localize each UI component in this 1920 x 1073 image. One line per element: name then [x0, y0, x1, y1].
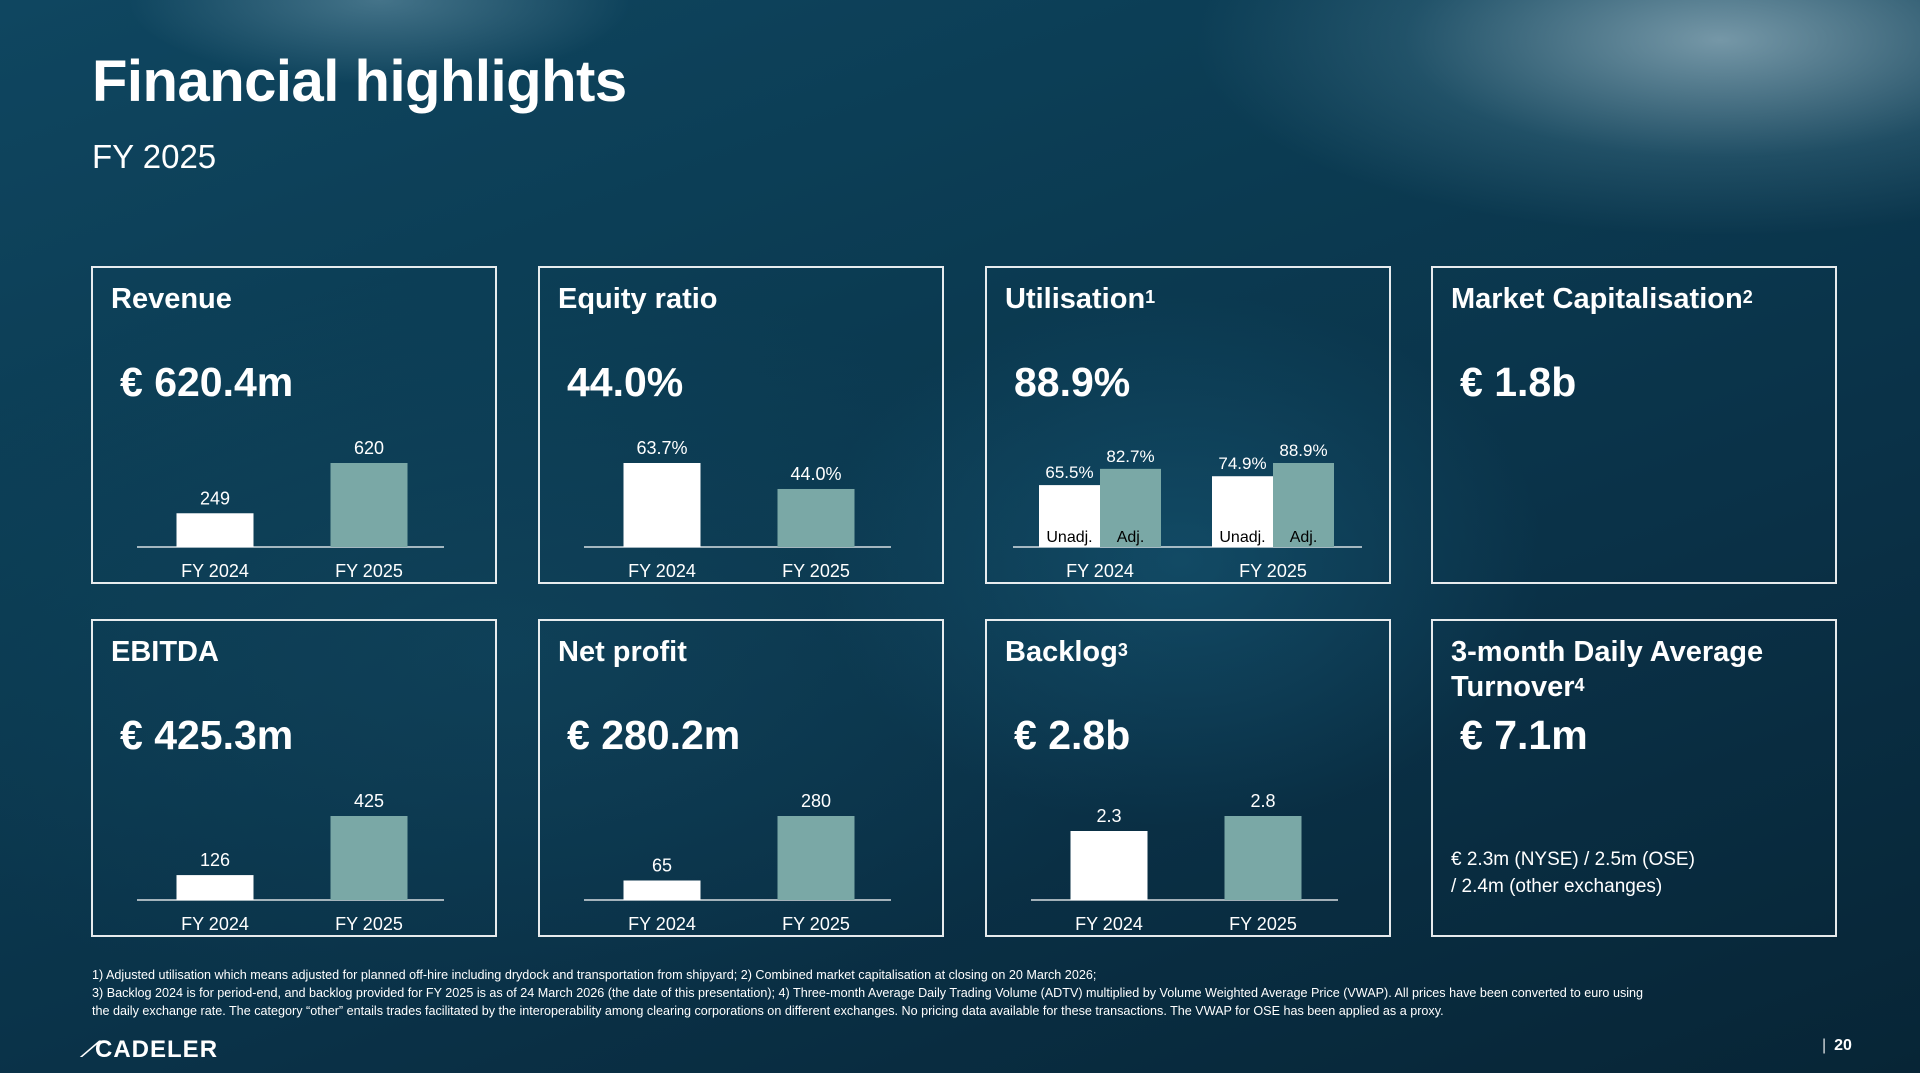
x-tick-label: FY 2025: [1239, 561, 1307, 581]
footnotes: 1) Adjusted utilisation which means adju…: [92, 966, 1812, 1020]
data-label: 2.3: [1096, 806, 1121, 826]
data-label: 425: [354, 791, 384, 811]
footnote-line: 1) Adjusted utilisation which means adju…: [92, 968, 1097, 982]
page-number-text: 20: [1834, 1037, 1852, 1054]
logo-text: CADELER: [95, 1036, 219, 1063]
bar-fy-2025: [330, 816, 408, 900]
x-tick-label: FY 2025: [1229, 914, 1297, 934]
card-ebitda: EBITDA € 425.3m 126 FY 2024 425 FY 2025: [91, 619, 497, 937]
data-label: 82.7%: [1106, 447, 1154, 466]
x-tick-label: FY 2025: [782, 561, 850, 581]
x-tick-label: FY 2024: [181, 561, 249, 581]
data-label: 280: [801, 791, 831, 811]
series-label: Unadj.: [1219, 529, 1265, 546]
card-value: € 425.3m: [120, 712, 294, 758]
card-value: € 2.8b: [1014, 712, 1131, 758]
bar-fy-2025: [777, 488, 855, 547]
x-tick-label: FY 2024: [628, 914, 696, 934]
card-value: € 280.2m: [567, 712, 741, 758]
turnover-breakdown-line: € 2.3m (NYSE) / 2.5m (OSE): [1451, 849, 1695, 870]
card-title-text: Utilisation: [1005, 283, 1146, 315]
ebitda-chart: 126 FY 2024 425 FY 2025: [137, 791, 444, 934]
page-title: Financial highlights: [92, 49, 627, 114]
x-tick-label: FY 2025: [335, 914, 403, 934]
series-label: Adj.: [1290, 529, 1318, 546]
bar-unadj-fy-2025: [1212, 476, 1273, 547]
data-label: 620: [354, 438, 384, 458]
data-label: 74.9%: [1218, 454, 1266, 473]
bar-fy-2024: [623, 463, 701, 547]
card-value: 44.0%: [567, 359, 684, 405]
card-backlog: Backlog3 € 2.8b 2.3 FY 2024 2.8 FY 2025: [985, 619, 1391, 937]
card-title: EBITDA: [111, 636, 219, 668]
data-label: 126: [200, 850, 230, 870]
card-title: Market Capitalisation2: [1451, 282, 1753, 317]
footnote-line: 3) Backlog 2024 is for period-end, and b…: [92, 986, 1644, 1000]
card-title: Backlog3: [1005, 635, 1128, 670]
page-number: | 20: [1822, 1037, 1852, 1055]
net-profit-chart: 65 FY 2024 280 FY 2025: [584, 791, 891, 934]
card-value: € 620.4m: [120, 359, 294, 405]
bar-adj-fy-2024: [1100, 468, 1161, 547]
bar-fy-2025: [1224, 816, 1302, 900]
company-logo: ⁄CADELER: [81, 1036, 219, 1064]
data-label: 63.7%: [636, 438, 687, 458]
card-title-text: Backlog: [1005, 636, 1118, 668]
card-title-line: Turnover4: [1451, 670, 1763, 705]
card-revenue: Revenue € 620.4m 249 FY 2024 620 FY 2025: [91, 266, 497, 584]
footnote-line: the daily exchange rate. The category “o…: [92, 1004, 1444, 1018]
bar-fy-2024: [176, 513, 254, 547]
footnote-ref: 3: [1117, 640, 1128, 660]
revenue-chart: 249 FY 2024 620 FY 2025: [137, 438, 444, 581]
card-title: Utilisation1: [1005, 282, 1155, 317]
card-daily-average-turnover: 3-month Daily Average Turnover4 € 7.1m €…: [1431, 619, 1837, 937]
bar-fy-2025: [330, 463, 408, 547]
card-title-text: Turnover: [1451, 671, 1575, 703]
x-tick-label: FY 2025: [782, 914, 850, 934]
turnover-breakdown: € 2.3m (NYSE) / 2.5m (OSE) / 2.4m (other…: [1451, 846, 1751, 900]
data-label: 2.8: [1250, 791, 1275, 811]
footnote-ref: 1: [1145, 287, 1156, 307]
bar-fy-2024: [1070, 831, 1148, 900]
card-title: Revenue: [111, 283, 232, 315]
data-label: 65: [652, 856, 672, 876]
turnover-breakdown-line: / 2.4m (other exchanges): [1451, 876, 1663, 897]
bar-fy-2025: [777, 816, 855, 900]
bar-fy-2024: [623, 880, 701, 900]
data-label: 65.5%: [1045, 463, 1093, 482]
card-title-line: 3-month Daily Average: [1451, 636, 1764, 668]
card-utilisation: Utilisation1 88.9% 65.5% Unadj. 82.7% Adj. F…: [985, 266, 1391, 584]
separator: |: [1822, 1037, 1827, 1054]
data-label: 88.9%: [1279, 441, 1327, 460]
series-label: Adj.: [1117, 529, 1145, 546]
x-tick-label: FY 2025: [335, 561, 403, 581]
card-value: 88.9%: [1014, 359, 1131, 405]
bar-adj-fy-2025: [1273, 463, 1334, 547]
x-tick-label: FY 2024: [628, 561, 696, 581]
card-title: Equity ratio: [558, 283, 718, 315]
card-equity-ratio: Equity ratio 44.0% 63.7% FY 2024 44.0% FY 2…: [538, 266, 944, 584]
footnote-ref: 2: [1742, 287, 1753, 307]
equity-ratio-chart: 63.7% FY 2024 44.0% FY 2025: [584, 438, 891, 581]
x-tick-label: FY 2024: [1066, 561, 1134, 581]
utilisation-chart: 65.5% Unadj. 82.7% Adj. FY 2024 74.9% Unadj. 88…: [1013, 441, 1362, 581]
footnote-ref: 4: [1574, 675, 1585, 695]
bar-fy-2024: [176, 875, 254, 900]
series-label: Unadj.: [1046, 529, 1092, 546]
backlog-chart: 2.3 FY 2024 2.8 FY 2025: [1031, 791, 1338, 934]
x-tick-label: FY 2024: [1075, 914, 1143, 934]
card-value: € 1.8b: [1460, 359, 1577, 405]
page-subtitle: FY 2025: [92, 138, 217, 175]
card-title: Net profit: [558, 636, 687, 668]
data-label: 44.0%: [790, 464, 841, 484]
card-title-text: Market Capitalisation: [1451, 283, 1743, 315]
bar-unadj-fy-2024: [1039, 485, 1100, 547]
card-title: 3-month Daily Average Turnover4: [1451, 635, 1763, 705]
x-tick-label: FY 2024: [181, 914, 249, 934]
data-label: 249: [200, 488, 230, 508]
card-market-capitalisation: Market Capitalisation2 € 1.8b: [1431, 266, 1837, 584]
card-value: € 7.1m: [1460, 712, 1588, 758]
card-net-profit: Net profit € 280.2m 65 FY 2024 280 FY 2025: [538, 619, 944, 937]
